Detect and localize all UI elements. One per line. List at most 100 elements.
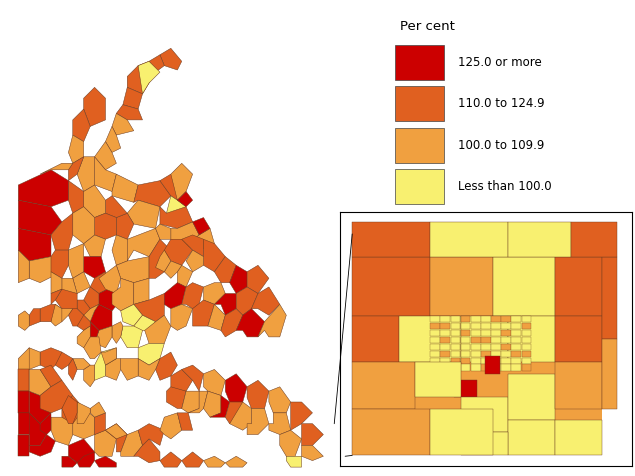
Polygon shape [521,329,531,337]
Polygon shape [399,316,462,362]
Polygon shape [485,357,500,374]
Polygon shape [84,185,105,218]
Polygon shape [166,196,186,218]
Polygon shape [138,343,164,365]
Polygon shape [69,309,84,326]
Polygon shape [352,234,602,456]
Polygon shape [225,374,247,402]
Polygon shape [55,352,73,369]
Polygon shape [138,424,164,446]
Polygon shape [121,430,142,456]
Polygon shape [471,350,481,357]
Polygon shape [431,337,440,343]
Polygon shape [450,365,460,371]
Polygon shape [182,452,203,467]
Polygon shape [460,365,471,371]
Polygon shape [29,309,40,326]
Polygon shape [73,207,95,244]
Polygon shape [460,329,471,337]
Polygon shape [18,250,29,283]
Polygon shape [511,316,521,322]
Polygon shape [460,350,471,357]
Polygon shape [460,323,471,329]
Polygon shape [73,109,90,141]
Polygon shape [501,357,511,364]
Polygon shape [134,181,171,207]
Text: Less than 100.0: Less than 100.0 [458,180,552,193]
Polygon shape [203,283,225,304]
Polygon shape [491,350,501,357]
Polygon shape [501,350,511,357]
Polygon shape [501,344,511,350]
Polygon shape [95,213,116,239]
Polygon shape [18,435,29,456]
Bar [396,128,444,163]
Polygon shape [77,300,90,315]
Polygon shape [95,348,116,380]
Polygon shape [77,326,90,348]
Polygon shape [280,430,302,456]
Polygon shape [291,402,312,430]
Polygon shape [471,357,481,364]
Polygon shape [62,396,77,424]
Polygon shape [18,348,29,369]
Polygon shape [352,222,431,257]
Polygon shape [112,322,123,343]
Polygon shape [440,337,450,343]
Polygon shape [73,408,95,439]
Polygon shape [511,350,521,357]
Polygon shape [431,357,440,364]
Polygon shape [69,157,84,181]
Polygon shape [481,329,491,337]
Polygon shape [160,207,192,228]
Polygon shape [602,257,617,339]
Polygon shape [471,329,481,337]
Polygon shape [105,196,127,218]
Polygon shape [51,213,73,250]
Polygon shape [258,304,286,337]
Polygon shape [215,257,236,283]
Polygon shape [236,309,265,337]
Polygon shape [90,272,112,294]
Polygon shape [25,348,40,369]
Polygon shape [177,413,192,430]
Polygon shape [69,181,84,213]
Polygon shape [55,304,73,322]
Polygon shape [247,265,269,294]
Polygon shape [431,316,440,322]
Polygon shape [84,365,95,387]
Polygon shape [440,323,450,329]
Polygon shape [450,316,460,322]
Polygon shape [511,337,521,343]
Polygon shape [18,391,29,413]
Polygon shape [171,369,192,391]
Polygon shape [471,323,481,329]
Polygon shape [203,369,225,396]
Polygon shape [51,304,62,326]
Text: 110.0 to 124.9: 110.0 to 124.9 [458,97,545,110]
Polygon shape [481,323,491,329]
Polygon shape [105,424,127,439]
Polygon shape [555,257,602,316]
Polygon shape [127,200,160,228]
Polygon shape [166,387,186,408]
Polygon shape [511,323,521,329]
Polygon shape [40,163,73,174]
Bar [396,86,444,121]
Polygon shape [481,365,491,371]
Polygon shape [192,218,210,235]
Polygon shape [105,424,127,452]
Polygon shape [431,344,440,350]
Polygon shape [134,439,160,463]
Polygon shape [95,141,116,170]
Polygon shape [40,304,55,322]
Polygon shape [555,420,602,456]
Polygon shape [18,200,62,235]
Polygon shape [112,174,138,202]
Polygon shape [431,257,493,316]
Polygon shape [51,417,73,446]
Polygon shape [501,316,511,322]
Polygon shape [491,365,501,371]
Polygon shape [160,452,182,467]
Polygon shape [571,222,617,257]
